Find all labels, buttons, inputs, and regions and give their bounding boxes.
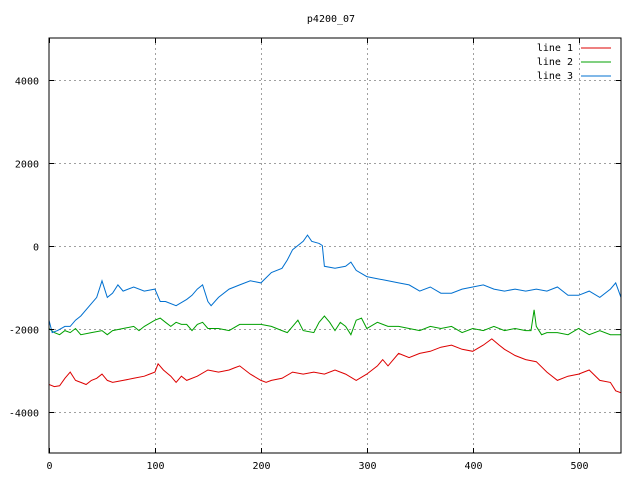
x-tick-label: 0 bbox=[46, 461, 52, 472]
series-line-2 bbox=[49, 309, 621, 336]
legend: line 1 line 2 line 3 bbox=[537, 43, 611, 82]
y-tick-label: -4000 bbox=[9, 409, 39, 420]
x-tick-label: 100 bbox=[146, 461, 164, 472]
legend-label: line 1 bbox=[537, 43, 573, 54]
y-tick-label: -2000 bbox=[9, 326, 39, 337]
series-line-3 bbox=[49, 234, 621, 334]
legend-label: line 3 bbox=[537, 71, 573, 82]
legend-label: line 2 bbox=[537, 57, 573, 68]
axes: 0 100 200 300 400 500 4000 2000 0 -2000 -4000 bbox=[9, 38, 621, 472]
x-tick-label: 500 bbox=[570, 461, 588, 472]
y-tick-label: 0 bbox=[33, 243, 39, 254]
chart-title: p4200_07 bbox=[307, 14, 355, 25]
x-tick-label: 300 bbox=[358, 461, 376, 472]
series-layer bbox=[49, 234, 621, 394]
grid bbox=[49, 38, 621, 453]
x-tick-label: 400 bbox=[464, 461, 482, 472]
series-line-1 bbox=[49, 338, 621, 394]
x-tick-label: 200 bbox=[252, 461, 270, 472]
y-tick-label: 2000 bbox=[15, 160, 39, 171]
plot-frame bbox=[48, 37, 622, 454]
y-tick-label: 4000 bbox=[15, 77, 39, 88]
